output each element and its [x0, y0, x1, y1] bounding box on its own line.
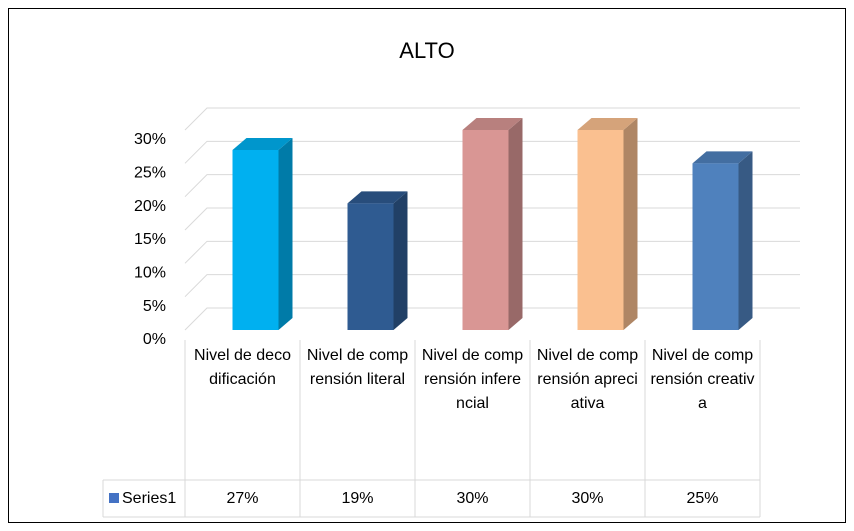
bar — [462, 118, 523, 330]
bar-front — [347, 203, 394, 330]
value-label: 27% — [226, 490, 258, 507]
chart-title: ALTO — [399, 38, 454, 63]
bar-front — [462, 130, 509, 330]
bar-top — [462, 118, 523, 130]
y-tick-label: 30% — [134, 131, 166, 148]
bar-top — [232, 138, 293, 150]
bar-front — [577, 130, 624, 330]
bar — [692, 151, 753, 330]
value-label: 30% — [456, 490, 488, 507]
bar-top — [692, 151, 753, 164]
bar-side — [508, 118, 523, 330]
y-tick-label: 20% — [134, 198, 166, 215]
bar-side — [623, 118, 638, 330]
grid-line — [184, 107, 800, 131]
value-label: 19% — [341, 490, 373, 507]
legend-label: Series1 — [122, 490, 176, 507]
bar-side — [738, 151, 753, 330]
x-tick-label: Nivel de comprensión creativa — [650, 347, 755, 412]
y-tick-label: 25% — [134, 165, 166, 182]
bar — [232, 138, 293, 330]
bar-top — [347, 191, 408, 204]
y-tick-label: 5% — [143, 298, 166, 315]
x-tick-label: Nivel de comprensión inferencial — [421, 347, 524, 412]
bar-side — [278, 138, 293, 330]
value-label: 25% — [686, 490, 718, 507]
y-tick-label: 10% — [134, 265, 166, 282]
value-label: 30% — [571, 490, 603, 507]
x-tick-label: Nivel de comprensión apreciativa — [536, 347, 639, 412]
bar-front — [232, 150, 279, 330]
bar-front — [692, 163, 739, 330]
bar-top — [577, 118, 638, 130]
bar-side — [393, 191, 408, 330]
x-tick-label: Nivel de comprensión literal — [306, 347, 409, 388]
bar — [577, 118, 638, 330]
y-tick-label: 0% — [143, 331, 166, 348]
x-tick-label: Nivel de decodificación — [194, 347, 291, 388]
legend-swatch — [109, 493, 119, 503]
y-tick-label: 15% — [134, 231, 166, 248]
bar — [347, 191, 408, 330]
